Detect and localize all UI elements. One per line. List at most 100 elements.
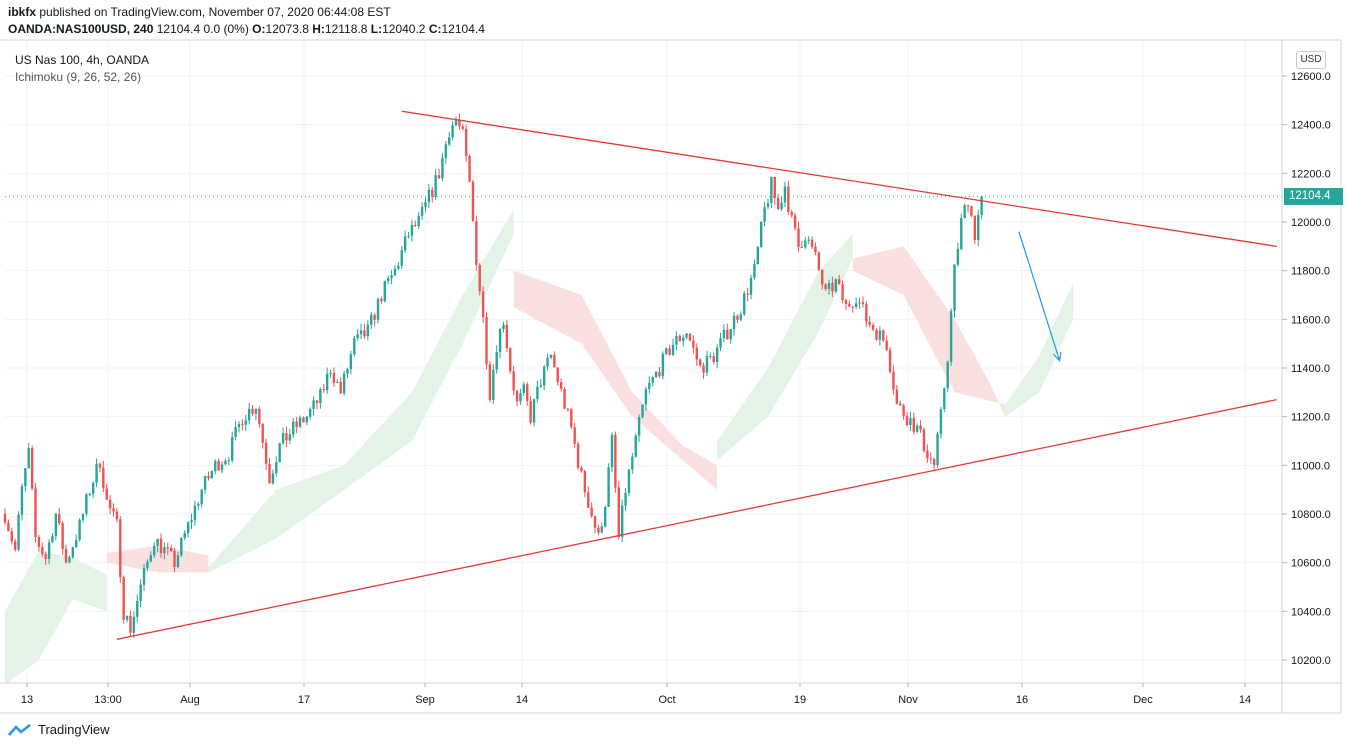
candle-body [193,505,197,521]
candle-body [766,203,770,208]
candle-body [163,547,166,554]
candle-body [854,303,858,307]
candle-body [3,514,7,523]
candle-body [576,443,580,468]
last-value: 12104.4 [156,22,201,36]
time-tick-label: Dec [1133,694,1153,706]
candle-body [149,555,153,562]
candle-body [183,533,186,538]
candle-body [685,333,688,338]
candle-body [485,316,488,365]
candle-body [515,390,519,402]
candle-body [403,236,407,251]
candle-body [136,600,139,617]
candle-body [441,157,444,179]
price-tick-label: 10800.0 [1291,509,1331,521]
candle-body [790,211,793,216]
candle-body [64,549,68,563]
candle-body [285,433,288,441]
candle-body [498,329,502,352]
candle-body [431,190,434,197]
candle-body [814,246,817,253]
candle-body [698,359,702,366]
candle-body [451,125,454,138]
candle-body [780,202,783,210]
time-tick-label: Aug [180,694,200,706]
cloud-bull [1005,282,1074,417]
candle-body [593,516,597,528]
candle-body [841,284,844,301]
candle-body [960,217,963,249]
candle-body [125,615,129,620]
candle-body [61,523,64,550]
change-value: 0.0 (0%) [203,22,249,36]
price-axis: 12600.0 12400.0 12200.0 12000.0 11800.0 11600… [1281,40,1331,713]
candle-body [122,577,125,620]
published-text: published on TradingView.com, November 0… [39,5,391,19]
tradingview-brand[interactable]: TradingView [8,722,110,737]
cloud-bear [852,246,1006,417]
candle-body [668,348,671,355]
candle-body [509,347,512,372]
price-tick-label: 11200.0 [1291,412,1330,424]
cloud-bull [717,234,853,461]
candle-body [732,315,736,330]
time-tick-label: 17 [298,694,310,706]
candle-body [688,333,692,341]
candle-body [68,557,71,563]
candle-body [580,467,583,472]
time-axis: 13 13:00 Aug 17 Sep 14 Oct 19 Nov 16 Dec 14 [0,39,1342,714]
candle-body [336,381,339,383]
cloud-bull [5,550,107,685]
candle-body [590,507,593,517]
forecast-arrow [1018,231,1061,361]
candle-body [227,460,231,462]
series-legend[interactable]: US Nas 100, 4h, OANDA [15,53,150,67]
candle-body [156,538,159,546]
candle-body [437,175,441,179]
candle-body [264,442,268,464]
candle-body [302,417,305,423]
candle-body [722,329,726,339]
candle-body [268,463,271,484]
candle-body [627,469,631,493]
candle-body [743,293,746,315]
candle-body [95,463,98,483]
candle-body [386,278,390,282]
candle-body [532,399,536,423]
candle-body [956,248,960,265]
candle-body [305,416,309,423]
candle-body [288,434,292,441]
candle-body [159,538,163,554]
candle-body [512,371,515,391]
candle-body [658,371,661,377]
candle-body [868,321,871,325]
candle-body [675,335,678,345]
indicator-legend[interactable]: Ichimoku (9, 26, 52, 26) [15,70,142,84]
candle-body [363,330,366,337]
candle-body [7,522,10,532]
candle-body [912,418,915,432]
candle-body [271,473,275,484]
candle-body [776,198,780,210]
cloud-bear [106,545,209,573]
candle-body [566,408,570,410]
candle-body [970,205,973,216]
candle-body [682,337,685,341]
candle-body [919,425,922,430]
candle-body [749,277,753,295]
candle-body [458,119,461,127]
currency-button[interactable]: USD [1296,51,1326,69]
candle-body [793,215,797,229]
candle-body [624,492,627,506]
price-tick-label: 11400.0 [1291,363,1330,375]
candle-body [583,471,587,493]
candle-body [224,460,227,465]
candle-body [129,615,132,633]
candle-body [953,264,956,311]
support-trendline [116,398,1277,640]
candle-body [278,443,281,463]
candle-body [214,460,217,472]
candle-body [47,542,51,560]
